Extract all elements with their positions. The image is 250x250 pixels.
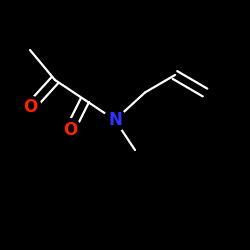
Circle shape [59, 119, 81, 141]
Text: O: O [23, 98, 37, 116]
Circle shape [104, 109, 126, 131]
Text: O: O [63, 121, 77, 139]
Text: N: N [108, 111, 122, 129]
Circle shape [19, 96, 41, 119]
